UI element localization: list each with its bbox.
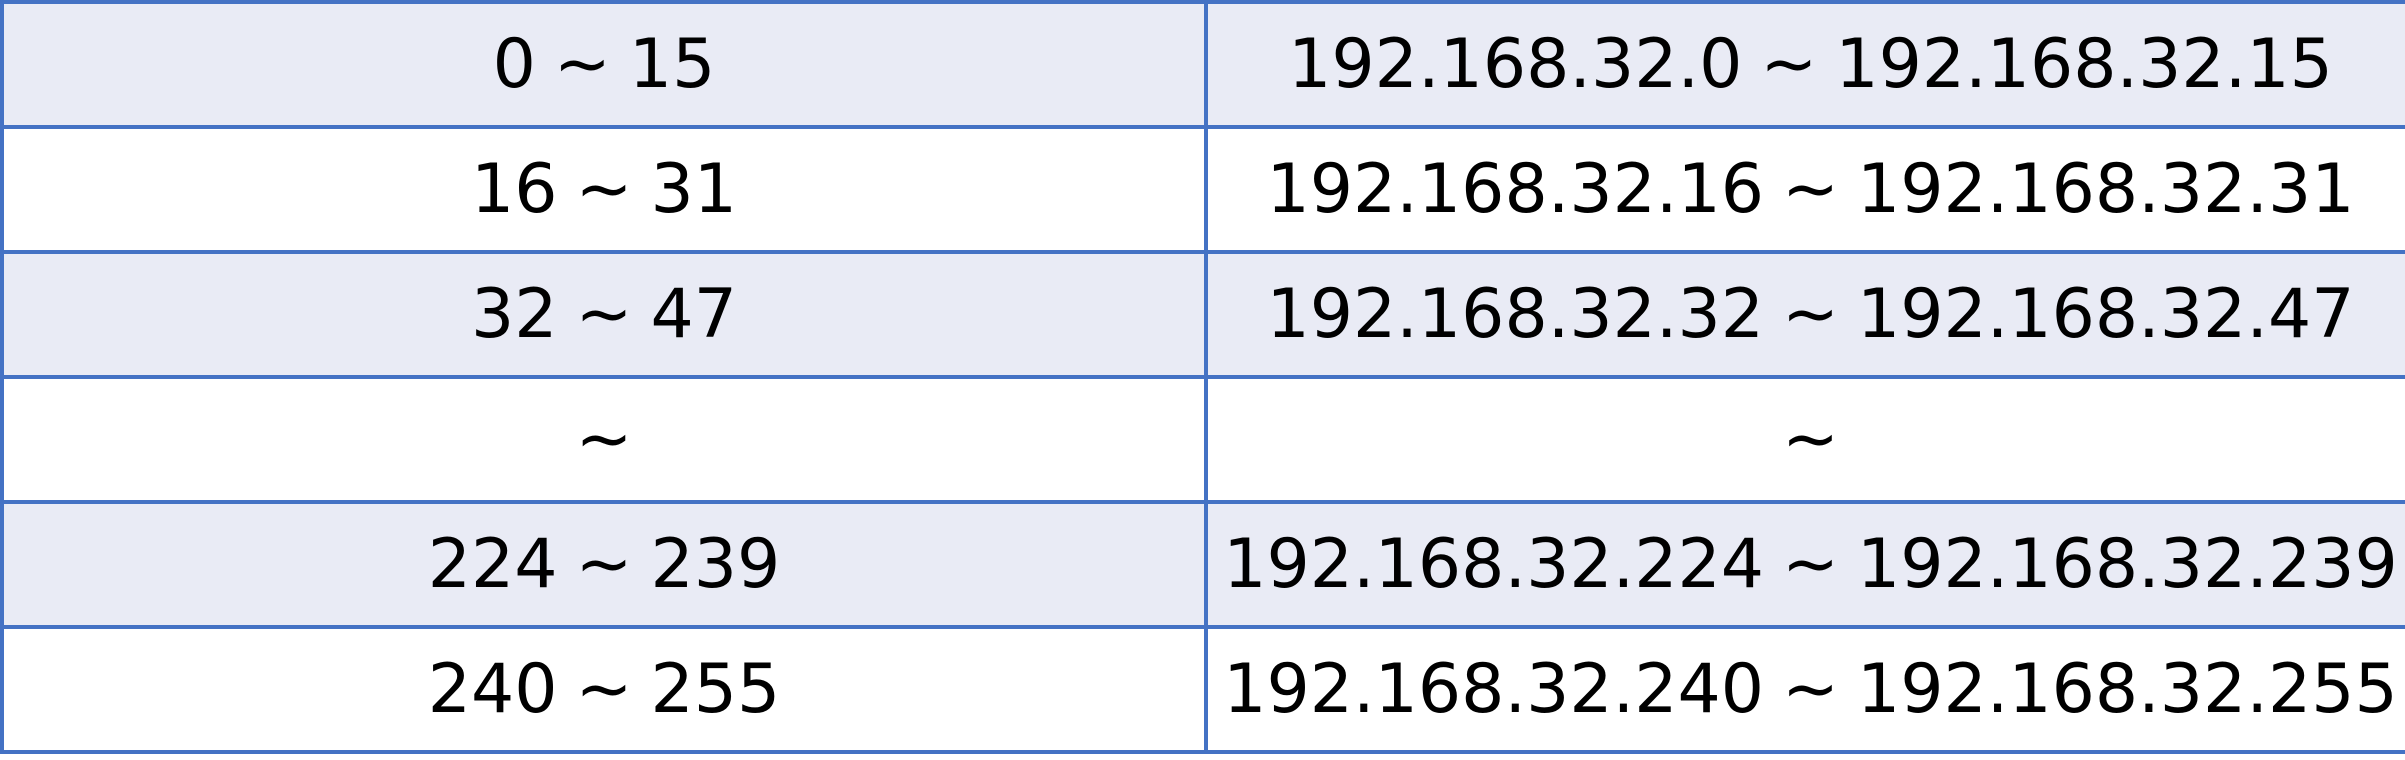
range-start: 240: [427, 649, 558, 729]
ip-end: 192.168.32.15: [1835, 24, 2333, 104]
host-range-cell: ~: [0, 375, 1208, 504]
table-row: 240 ~255 192.168.32.240 ~192.168.32.255: [0, 625, 2405, 754]
range-separator: ~: [575, 399, 633, 479]
range-end: 239: [650, 524, 781, 604]
ip-end: 192.168.32.47: [1856, 274, 2355, 354]
ip-range: 192.168.32.32 ~192.168.32.47: [1267, 280, 2355, 349]
host-range: 224 ~239: [428, 530, 781, 599]
host-range: ~: [576, 405, 633, 474]
ip-start: 192.168.32.32: [1266, 274, 1764, 354]
ip-end: 192.168.32.31: [1856, 149, 2355, 229]
ip-range-cell: 192.168.32.32 ~192.168.32.47: [1204, 250, 2405, 379]
ip-start: 192.168.32.0: [1288, 24, 1743, 104]
ip-range: ~: [1782, 405, 1839, 474]
ip-range-cell: 192.168.32.0 ~192.168.32.15: [1204, 0, 2405, 129]
ip-separator: ~: [1782, 524, 1839, 604]
ip-range: 192.168.32.240 ~192.168.32.255: [1223, 655, 2397, 724]
host-range-cell: 16 ~31: [0, 125, 1208, 254]
range-separator: ~: [575, 524, 633, 604]
ip-separator: ~: [1760, 24, 1818, 104]
range-start: 224: [427, 524, 558, 604]
range-end: 255: [650, 649, 781, 729]
range-end: 15: [628, 24, 716, 104]
ip-start: 192.168.32.16: [1266, 149, 1764, 229]
host-range: 240 ~255: [428, 655, 781, 724]
ip-separator: ~: [1782, 274, 1839, 354]
ip-range: 192.168.32.224 ~192.168.32.239: [1223, 530, 2397, 599]
ip-range: 192.168.32.0 ~192.168.32.15: [1288, 30, 2333, 99]
ip-range-cell: 192.168.32.224 ~192.168.32.239: [1204, 500, 2405, 629]
ip-range-cell: 192.168.32.240 ~192.168.32.255: [1204, 625, 2405, 754]
ip-range-cell: 192.168.32.16 ~192.168.32.31: [1204, 125, 2405, 254]
host-range-cell: 32 ~47: [0, 250, 1208, 379]
table-row-ellipsis: ~ ~: [0, 375, 2405, 504]
host-range: 0 ~15: [493, 30, 716, 99]
range-start: 0: [492, 24, 536, 104]
range-end: 31: [650, 149, 738, 229]
table-row: 0 ~15 192.168.32.0 ~192.168.32.15: [0, 0, 2405, 129]
range-separator: ~: [575, 274, 633, 354]
table-row: 32 ~47 192.168.32.32 ~192.168.32.47: [0, 250, 2405, 379]
range-separator: ~: [575, 649, 633, 729]
host-range: 32 ~47: [471, 280, 737, 349]
range-separator: ~: [575, 149, 633, 229]
range-start: 32: [470, 274, 558, 354]
ip-separator: ~: [1782, 399, 1839, 479]
host-range-cell: 240 ~255: [0, 625, 1208, 754]
host-range: 16 ~31: [471, 155, 737, 224]
table-row: 16 ~31 192.168.32.16 ~192.168.32.31: [0, 125, 2405, 254]
host-range-cell: 0 ~15: [0, 0, 1208, 129]
ip-range: 192.168.32.16 ~192.168.32.31: [1267, 155, 2355, 224]
range-end: 47: [650, 274, 738, 354]
ip-start: 192.168.32.224: [1223, 524, 1764, 604]
ip-start: 192.168.32.240: [1223, 649, 1764, 729]
range-start: 16: [470, 149, 558, 229]
ip-end: 192.168.32.255: [1856, 649, 2398, 729]
ip-separator: ~: [1782, 149, 1839, 229]
ip-end: 192.168.32.239: [1856, 524, 2398, 604]
table-row: 224 ~239 192.168.32.224 ~192.168.32.239: [0, 500, 2405, 629]
host-range-cell: 224 ~239: [0, 500, 1208, 629]
range-separator: ~: [553, 24, 611, 104]
ip-separator: ~: [1782, 649, 1839, 729]
ip-range-cell: ~: [1204, 375, 2405, 504]
